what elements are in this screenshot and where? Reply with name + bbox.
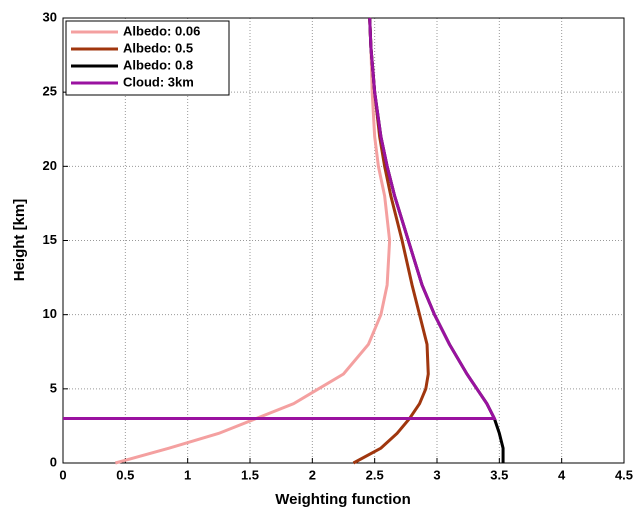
y-axis-label: Height [km] bbox=[11, 199, 28, 282]
x-tick-label: 2 bbox=[309, 467, 316, 482]
legend-label: Albedo: 0.8 bbox=[123, 57, 193, 72]
x-tick-label: 0 bbox=[59, 467, 66, 482]
x-tick-label: 2.5 bbox=[366, 467, 384, 482]
x-tick-label: 0.5 bbox=[116, 467, 134, 482]
y-tick-label: 0 bbox=[50, 454, 57, 469]
series-line bbox=[63, 17, 497, 420]
y-tick-label: 15 bbox=[43, 232, 57, 247]
y-tick-label: 25 bbox=[43, 84, 57, 99]
series-line bbox=[114, 17, 392, 465]
x-tick-label: 3 bbox=[433, 467, 440, 482]
x-tick-label: 1.5 bbox=[241, 467, 259, 482]
x-tick-label: 4.5 bbox=[615, 467, 633, 482]
plot-frame bbox=[62, 17, 625, 464]
y-tick-label: 10 bbox=[43, 306, 57, 321]
x-tick-label: 1 bbox=[184, 467, 191, 482]
y-tick-label: 5 bbox=[50, 380, 57, 395]
legend-label: Albedo: 0.06 bbox=[123, 23, 200, 38]
legend-label: Albedo: 0.5 bbox=[123, 40, 193, 55]
x-tick-label: 3.5 bbox=[490, 467, 508, 482]
x-axis-label: Weighting function bbox=[275, 491, 411, 508]
y-tick-label: 30 bbox=[43, 9, 57, 24]
x-tick-label: 4 bbox=[558, 467, 566, 482]
y-tick-label: 20 bbox=[43, 158, 57, 173]
legend-label: Cloud: 3km bbox=[123, 74, 194, 89]
